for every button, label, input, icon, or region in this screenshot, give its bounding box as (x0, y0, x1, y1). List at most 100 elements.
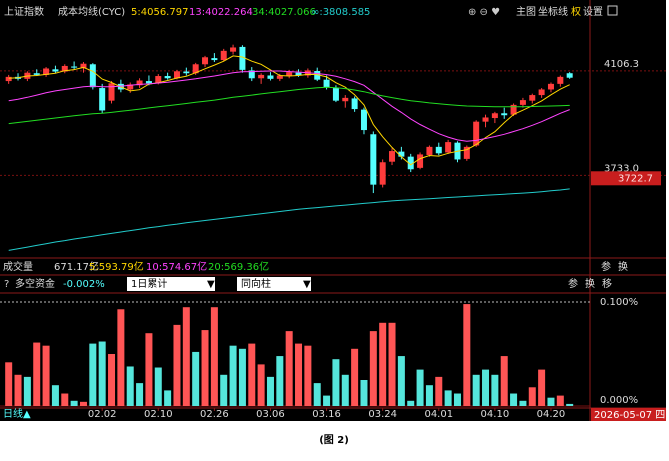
volume-title: 成交量 (3, 260, 33, 273)
volume-ma: 10:574.67亿 (146, 260, 207, 273)
dropdown[interactable] (237, 277, 311, 291)
dropdown-arrow: ▼ (303, 279, 311, 290)
close-button[interactable] (607, 5, 618, 16)
ma-line (8, 70, 570, 142)
toolbar-button[interactable]: 设置 (583, 6, 603, 18)
caption: (图 2) (319, 434, 349, 446)
price-tag: 3722.7 (618, 173, 653, 184)
candle-body (173, 71, 180, 79)
background (0, 0, 666, 421)
candle-body (519, 100, 526, 105)
bar (547, 397, 555, 406)
bar (304, 345, 312, 406)
candle-body (164, 76, 171, 79)
volume-total: 671.17亿 (54, 260, 99, 273)
bar (61, 393, 69, 406)
icon[interactable]: ⊕ ⊖ ♥ (468, 7, 500, 18)
candle-body (183, 71, 190, 74)
y-tick-label: 0.100% (600, 297, 638, 308)
candle-body (99, 88, 106, 111)
bar (360, 380, 368, 406)
candle-body (5, 76, 12, 82)
bar (313, 383, 321, 406)
candle-body (332, 88, 339, 101)
bar (482, 369, 490, 406)
bar (276, 356, 284, 406)
toolbar-button[interactable]: 坐标线 (538, 5, 568, 18)
candle-body (426, 146, 433, 155)
candle-body (435, 146, 442, 154)
candle-body (211, 58, 218, 61)
candle-body (473, 121, 480, 146)
candle-body (61, 65, 68, 72)
candle-body (192, 64, 199, 74)
bar (5, 362, 13, 406)
bar (519, 400, 527, 406)
x-tick-label: 03.24 (368, 409, 397, 420)
dropdown-text: 同向柱 (241, 277, 271, 290)
bar (463, 304, 471, 406)
ma-line (8, 86, 570, 125)
candle-body (220, 50, 227, 61)
index-name: 上证指数 (4, 5, 44, 18)
legend-entry: 5:4056.797 (131, 7, 188, 18)
date-box (591, 408, 666, 421)
help-icon[interactable]: ? (4, 279, 9, 290)
legend-entry: ∞:3808.585 (311, 7, 370, 18)
candle-body (482, 117, 489, 122)
dropdown[interactable] (127, 277, 215, 291)
sub-title: 多空资金 (15, 277, 55, 290)
legend-entry: 34:4027.066 (252, 7, 316, 18)
bar (238, 348, 246, 406)
toolbar-button[interactable]: 主图 (516, 6, 536, 18)
bar (528, 387, 536, 406)
candle-body (547, 83, 554, 90)
panel-button[interactable]: 移 (602, 277, 612, 290)
y-tick-label: 4106.3 (604, 59, 639, 70)
y-tick-label: 0.000% (600, 395, 638, 406)
dropdown-text: 1日累计 (131, 277, 167, 290)
period-button[interactable]: 日线▲ (3, 407, 31, 420)
panel-button[interactable]: 换 (618, 260, 628, 273)
bar (491, 374, 499, 406)
candle-body (276, 75, 283, 79)
candle-body (202, 57, 209, 65)
toolbar-button[interactable]: 权 (571, 5, 581, 18)
bar (201, 330, 209, 406)
candle-body (407, 156, 414, 170)
candle-body (314, 70, 321, 80)
candle-body (127, 84, 134, 90)
bar (266, 376, 274, 406)
bar (444, 390, 452, 406)
candle-body (501, 113, 508, 116)
volume-ma: 5:593.79亿 (89, 260, 144, 273)
x-tick-label: 03.06 (256, 409, 285, 420)
bar (397, 356, 405, 406)
bar (472, 374, 480, 406)
bar (108, 354, 116, 406)
bar (416, 369, 424, 406)
bar (407, 400, 415, 406)
candle-body (323, 79, 330, 88)
bar (210, 307, 218, 406)
cursor-date: 2026-05-07 四 (594, 410, 665, 421)
bar (453, 393, 461, 406)
bar (70, 400, 78, 406)
bar (14, 374, 22, 406)
candle-body (417, 154, 424, 168)
bar (425, 385, 433, 406)
panel-button[interactable]: 参 (601, 260, 611, 273)
bar (332, 359, 340, 406)
bar (89, 343, 97, 406)
bar (435, 376, 443, 406)
dropdown-arrow: ▼ (207, 279, 215, 290)
bar (98, 341, 106, 406)
bar (510, 393, 518, 406)
bar (51, 385, 59, 406)
x-tick-label: 04.20 (537, 409, 566, 420)
panel-button[interactable]: 换 (585, 277, 595, 290)
bar (79, 401, 87, 406)
candle-body (33, 73, 40, 75)
panel-button[interactable]: 参 (568, 277, 578, 290)
